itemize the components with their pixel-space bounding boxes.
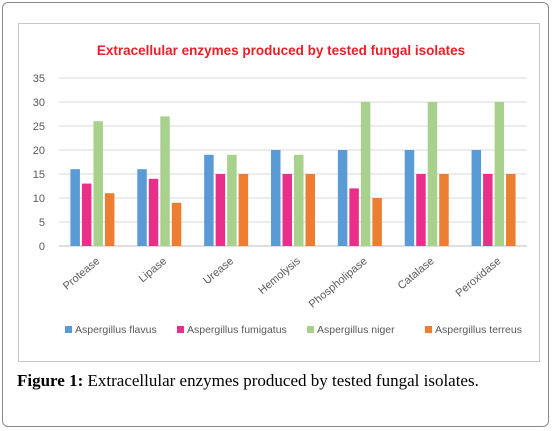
bar [148,178,159,246]
bar [204,154,214,246]
legend: Aspergillus flavus Aspergillus fumigatus A… [65,324,522,336]
figure-caption: Figure 1: Extracellular enzymes produced… [17,371,547,391]
y-tick-label: 35 [33,73,45,85]
y-axis-ticks: 0 5 10 15 20 25 30 35 [33,73,45,253]
x-tick-label: Phospholipase [307,255,370,311]
caption-text: Extracellular enzymes produced by tested… [83,371,479,390]
y-tick-label: 10 [33,193,45,205]
bar [271,150,281,246]
x-axis-ticks: Protease Lipase Urease Hemolysis Phospholipa… [61,255,504,311]
bar [137,169,147,246]
x-tick-label: Peroxidase [454,255,504,300]
bar [471,150,482,246]
gridlines [59,77,527,247]
caption-label: Figure 1: [17,371,84,390]
bar [337,150,348,246]
y-tick-label: 5 [39,217,45,229]
bar-chart: Extracellular enzymes produced by tested… [33,43,527,336]
legend-swatch [425,326,432,333]
chart-title: Extracellular enzymes produced by tested… [97,43,465,58]
bar [483,174,493,246]
bar [215,174,226,246]
legend-swatch [177,326,184,333]
legend-label: Aspergillus fumigatus [187,324,287,336]
legend-swatch [65,326,72,333]
legend-label: Aspergillus terreus [435,324,522,336]
bar [160,116,170,247]
bar [439,174,449,246]
bar [93,121,103,246]
bar [360,102,371,246]
bar [305,174,315,246]
y-tick-label: 15 [33,169,45,181]
bar [404,150,415,246]
x-tick-label: Protease [61,255,102,292]
y-tick-label: 0 [39,241,45,253]
x-tick-label: Lipase [137,255,170,285]
x-tick-label: Urease [201,255,236,287]
bar [416,174,426,246]
chart-area: Extracellular enzymes produced by tested… [18,23,540,362]
bars [70,102,516,247]
bar [282,174,292,246]
bar [494,102,505,246]
bar [238,174,249,246]
bar [70,169,80,246]
bar [171,202,182,246]
bar [372,198,382,246]
legend-swatch [307,326,314,333]
bar [227,154,237,246]
y-tick-label: 30 [33,97,45,109]
legend-label: Aspergillus flavus [75,324,157,336]
y-tick-label: 20 [33,145,45,157]
figure-frame: Extracellular enzymes produced by tested… [2,2,549,427]
bar [294,154,304,246]
bar [427,102,438,246]
bar [506,174,516,246]
bar [104,193,115,246]
x-tick-label: Hemolysis [256,255,303,297]
y-tick-label: 25 [33,121,45,133]
bar [81,183,92,246]
x-tick-label: Catalase [396,255,437,292]
legend-label: Aspergillus niger [317,324,395,336]
bar [349,188,359,246]
